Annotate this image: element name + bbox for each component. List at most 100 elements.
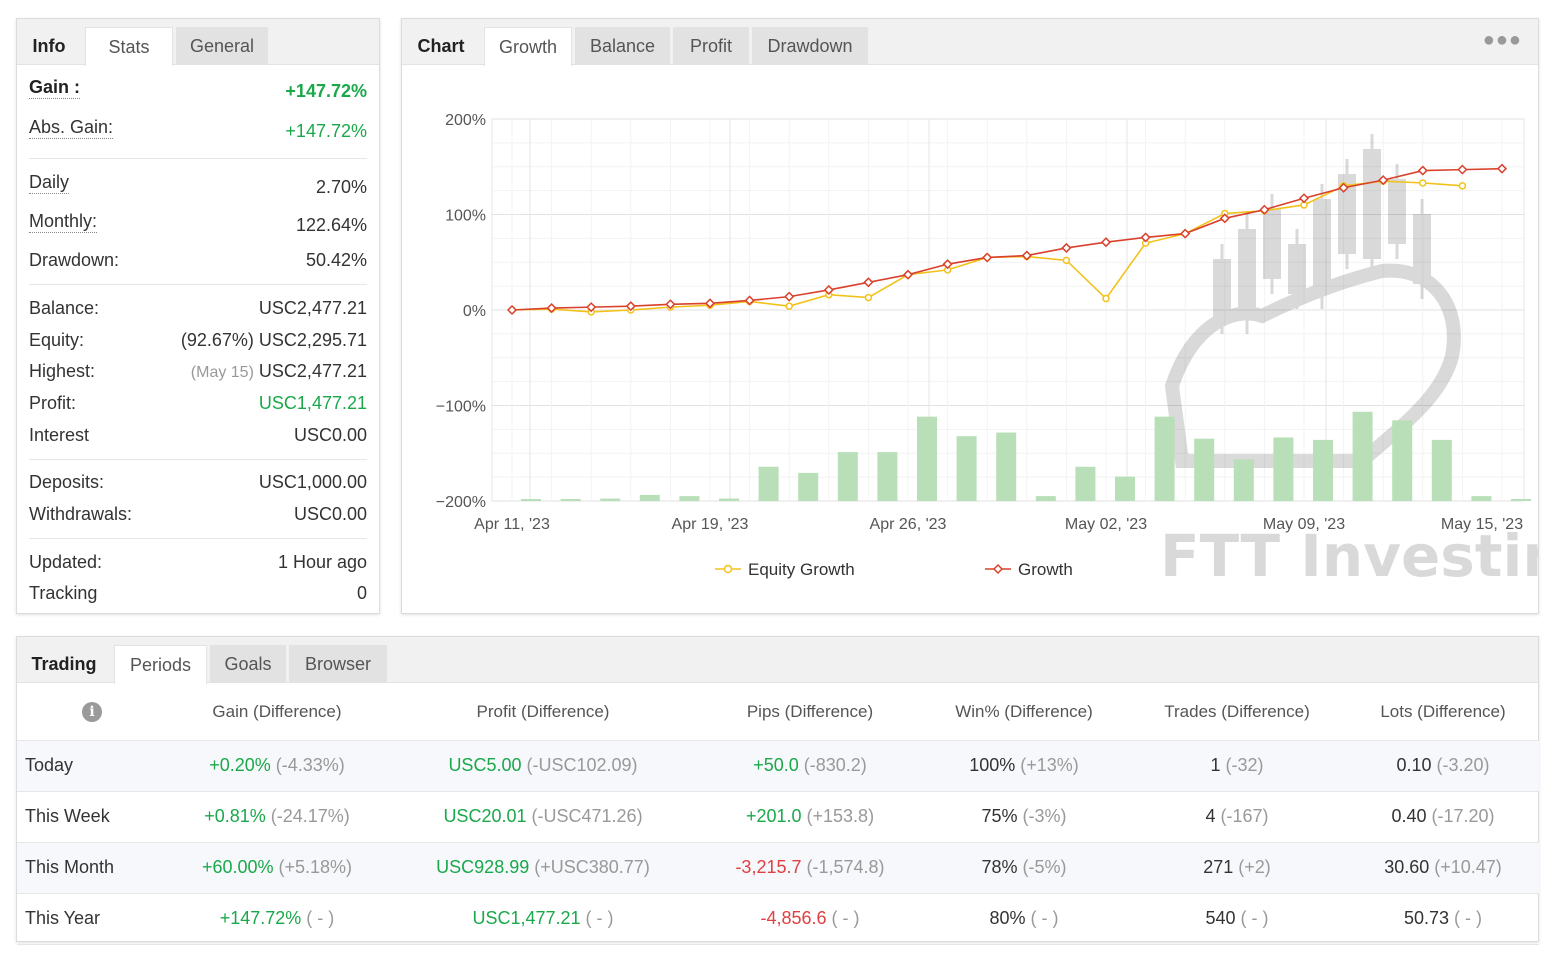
volume-bar bbox=[1511, 499, 1531, 501]
legend-marker bbox=[992, 563, 1004, 575]
divider bbox=[29, 459, 367, 460]
volume-bar bbox=[719, 498, 739, 501]
volume-bar bbox=[917, 416, 937, 501]
gain-cell: +0.20% (-4.33%) bbox=[167, 740, 387, 792]
col-profit[interactable]: Profit (Difference) bbox=[387, 684, 699, 741]
tab-stats[interactable]: Stats bbox=[85, 27, 173, 66]
interest-label: Interest bbox=[29, 425, 90, 445]
chart-bars: FTT Investing bbox=[521, 134, 1538, 590]
balance-label: Balance: bbox=[29, 298, 100, 318]
tab-chart[interactable]: Chart bbox=[417, 36, 465, 56]
watermark-candle bbox=[1388, 179, 1406, 244]
data-point bbox=[744, 295, 755, 306]
data-point bbox=[1417, 165, 1428, 176]
data-point bbox=[1419, 179, 1427, 187]
gain-cell: +147.72% ( - ) bbox=[167, 893, 387, 945]
volume-bar bbox=[1273, 437, 1294, 501]
highest-date: (May 15) bbox=[190, 364, 254, 381]
y-tick-label: −100% bbox=[436, 399, 486, 416]
data-point bbox=[784, 291, 795, 302]
table-row: This Week +0.81% (-24.17%) USC20.01 (-US… bbox=[17, 791, 1539, 843]
col-trades[interactable]: Trades (Difference) bbox=[1127, 684, 1347, 741]
data-point bbox=[823, 284, 834, 296]
data-point bbox=[1457, 164, 1468, 175]
chart-legend: Equity Growth Growth bbox=[715, 560, 1073, 579]
monthly-value: 122.64% bbox=[295, 215, 367, 235]
data-point bbox=[1338, 182, 1349, 193]
highest-label: Highest: bbox=[29, 361, 96, 381]
pips-cell: +201.0 (+153.8) bbox=[699, 791, 921, 843]
profit-cell: USC928.99 (+USC380.77) bbox=[387, 842, 699, 894]
win-cell: 78% (-5%) bbox=[921, 842, 1127, 894]
watermark-logo: FTT Investing bbox=[1160, 134, 1538, 590]
gain-label[interactable]: Gain : bbox=[29, 77, 81, 99]
drawdown-label: Drawdown: bbox=[29, 250, 120, 270]
abs-gain-label[interactable]: Abs. Gain: bbox=[29, 117, 114, 139]
gain-cell: +0.81% (-24.17%) bbox=[167, 791, 387, 843]
deposits-label: Deposits: bbox=[29, 472, 105, 492]
x-tick-label: May 15, '23 bbox=[1441, 516, 1523, 533]
legend-label: Equity Growth bbox=[748, 560, 855, 579]
profit-cell: USC5.00 (-USC102.09) bbox=[387, 740, 699, 792]
volume-bar bbox=[1035, 496, 1056, 501]
col-gain[interactable]: Gain (Difference) bbox=[167, 684, 387, 741]
equity-value-wrap: (92.67%) USC2,295.71 bbox=[181, 330, 367, 351]
tab-browser[interactable]: Browser bbox=[289, 645, 387, 683]
periods-table: i Gain (Difference) Profit (Difference) … bbox=[17, 684, 1539, 945]
abs-gain-value: +147.72% bbox=[285, 121, 367, 141]
tab-info[interactable]: Info bbox=[32, 36, 66, 56]
col-lots[interactable]: Lots (Difference) bbox=[1347, 684, 1539, 741]
monthly-label[interactable]: Monthly: bbox=[29, 211, 98, 233]
divider bbox=[29, 158, 367, 159]
volume-bar bbox=[1471, 496, 1492, 501]
x-tick-label: May 02, '23 bbox=[1065, 516, 1147, 533]
data-point bbox=[982, 252, 993, 263]
daily-label[interactable]: Daily bbox=[29, 172, 70, 194]
trading-tabbar: Trading Periods Goals Browser bbox=[17, 637, 1538, 684]
series-line bbox=[511, 167, 1503, 311]
table-row: This Year +147.72% ( - ) USC1,477.21 ( -… bbox=[17, 893, 1539, 945]
tab-profit[interactable]: Profit bbox=[673, 27, 749, 65]
lots-cell: 0.40 (-17.20) bbox=[1347, 791, 1539, 843]
volume-bar bbox=[1154, 416, 1175, 501]
tab-growth[interactable]: Growth bbox=[484, 27, 572, 66]
table-row: Today +0.20% (-4.33%) USC5.00 (-USC102.0… bbox=[17, 740, 1539, 792]
chart-tabbar: Chart Growth Balance Profit Drawdown ●●● bbox=[402, 19, 1538, 66]
col-win[interactable]: Win% (Difference) bbox=[921, 684, 1127, 741]
pips-cell: -4,856.6 ( - ) bbox=[699, 893, 921, 945]
volume-bar bbox=[1194, 438, 1215, 501]
balance-value: USC2,477.21 bbox=[258, 298, 367, 318]
tab-periods[interactable]: Periods bbox=[114, 645, 207, 684]
tab-trading[interactable]: Trading bbox=[31, 654, 97, 674]
tab-balance[interactable]: Balance bbox=[575, 27, 670, 65]
gain-cell: +60.00% (+5.18%) bbox=[167, 842, 387, 894]
watermark-candle bbox=[1288, 244, 1306, 294]
table-header: i Gain (Difference) Profit (Difference) … bbox=[17, 684, 1539, 741]
col-pips[interactable]: Pips (Difference) bbox=[699, 684, 921, 741]
highest-value: USC2,477.21 bbox=[258, 361, 367, 381]
x-tick-label: May 09, '23 bbox=[1263, 516, 1345, 533]
data-point bbox=[1062, 256, 1071, 265]
watermark-candle bbox=[1213, 259, 1231, 319]
legend-label: Growth bbox=[1018, 560, 1073, 579]
watermark-candle bbox=[1338, 174, 1356, 254]
data-point bbox=[863, 277, 874, 288]
tab-goals[interactable]: Goals bbox=[210, 645, 286, 683]
deposits-value: USC1,000.00 bbox=[258, 472, 367, 492]
interest-value: USC0.00 bbox=[293, 425, 367, 445]
growth-chart: FTT Investing 200% 100% 0% −100% −200% Apr 11… bbox=[436, 112, 1538, 590]
withdrawals-value: USC0.00 bbox=[293, 504, 367, 524]
data-point bbox=[546, 303, 557, 314]
volume-bar bbox=[1352, 411, 1373, 501]
tab-general[interactable]: General bbox=[176, 27, 268, 65]
ellipsis-icon[interactable]: ●●● bbox=[1482, 29, 1522, 51]
tab-drawdown[interactable]: Drawdown bbox=[752, 27, 868, 65]
data-point bbox=[1298, 193, 1310, 204]
data-point bbox=[1100, 237, 1112, 248]
watermark-bull bbox=[1164, 263, 1461, 468]
profit-label: Profit: bbox=[29, 393, 77, 413]
data-point bbox=[1140, 232, 1151, 243]
data-point bbox=[1180, 228, 1191, 239]
info-icon[interactable]: i bbox=[17, 684, 167, 741]
data-point bbox=[665, 299, 676, 310]
